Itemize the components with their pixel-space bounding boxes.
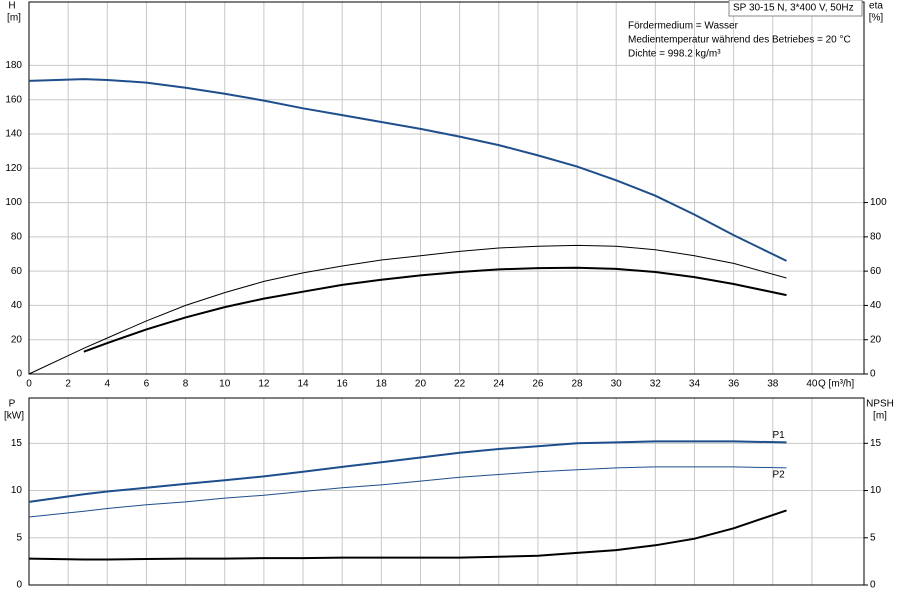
y-unit: [m] [7,13,21,24]
y2-label: eta [869,1,883,12]
x-tick-label: 18 [376,379,388,390]
y-tick-label: 10 [11,485,23,496]
y-tick-label: 120 [5,163,22,174]
curve [83,266,787,353]
y-tick-label: 5 [16,532,22,543]
y-label: P [9,399,16,410]
x-tick-label: 20 [415,379,427,390]
y-tick-label: 0 [16,580,22,591]
x-tick-label: 10 [219,379,231,390]
note: Dichte = 998.2 kg/m³ [628,49,721,60]
y2-unit: [%] [869,13,884,24]
curve [28,440,787,503]
y2-tick-label: 80 [870,231,882,242]
curve [28,244,787,375]
model-box [728,0,863,17]
x-tick-label: 38 [767,379,779,390]
x-tick-label: 40 [806,379,818,390]
y-tick-label: 40 [11,300,23,311]
y2-label: NPSH [866,399,894,410]
y-label: H [8,1,15,12]
x-tick-label: 4 [105,379,111,390]
x-tick-label: 34 [689,379,701,390]
y-tick-label: 100 [5,197,22,208]
y-tick-label: 80 [11,231,23,242]
y-tick-label: 60 [11,266,23,277]
x-tick-label: 24 [493,379,505,390]
x-tick-label: 26 [532,379,544,390]
series-label: P2 [772,470,785,481]
x-tick-label: 14 [297,379,309,390]
x-label: Q [m³/h] [818,379,854,390]
y2-tick-label: 60 [870,266,882,277]
x-tick-label: 0 [26,379,32,390]
curve [28,466,787,518]
x-tick-label: 36 [728,379,740,390]
y-unit: [kW] [4,411,24,422]
x-tick-label: 12 [258,379,270,390]
x-tick-label: 32 [650,379,662,390]
y2-tick-label: 10 [870,485,882,496]
plot: 0 2 4 6 8 10 12 14 16 18 20 22 24 26 28 30 32 34 36 38 40020… [5,1,887,591]
note: Fördermedium = Wasser [628,21,739,32]
y-tick-label: 180 [5,60,22,71]
y2-tick-label: 0 [870,580,876,591]
plot-frame [28,397,865,586]
y2-unit: [m] [873,411,887,422]
y-tick-label: 160 [5,94,22,105]
x-tick-label: 8 [183,379,189,390]
y2-tick-label: 100 [870,197,887,208]
y2-tick-label: 20 [870,334,882,345]
x-tick-label: 2 [65,379,71,390]
y-tick-label: 20 [11,334,23,345]
curve [28,78,787,262]
y-tick-label: 140 [5,129,22,140]
model: SP 30-15 N, 3*400 V, 50Hz [733,3,854,14]
series-label: P1 [772,430,785,441]
y2-tick-label: 40 [870,300,882,311]
y-tick-label: 15 [11,438,23,449]
x-tick-label: 28 [571,379,583,390]
plot-frame [28,1,865,375]
note: Medientemperatur während des Betriebes =… [628,35,851,46]
y2-tick-label: 5 [870,532,876,543]
y2-tick-label: 15 [870,438,882,449]
y2-tick-label: 0 [870,369,876,380]
y-tick-label: 0 [16,369,22,380]
x-tick-label: 16 [337,379,349,390]
x-tick-label: 30 [611,379,623,390]
x-tick-label: 22 [454,379,466,390]
curve [28,509,787,561]
x-tick-label: 6 [144,379,150,390]
